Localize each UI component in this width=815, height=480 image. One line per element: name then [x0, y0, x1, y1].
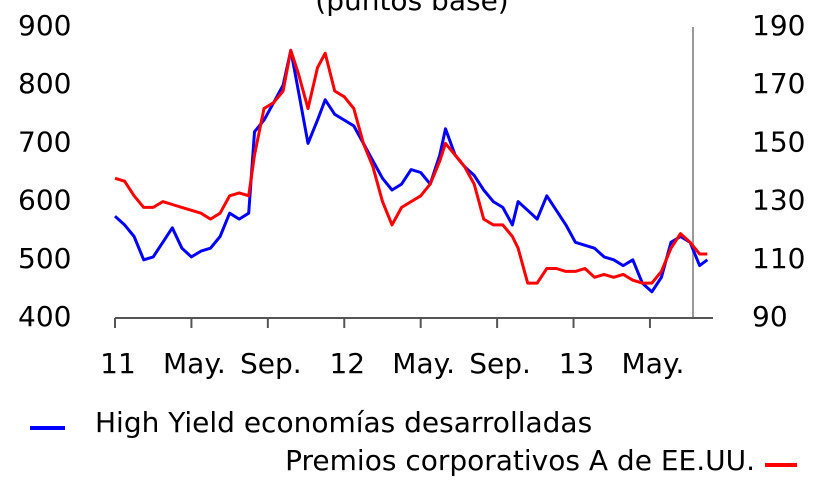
y-tick-label: 500: [18, 242, 71, 275]
x-tick-label: May.: [392, 347, 455, 380]
chart-subtitle: (puntos base): [315, 0, 508, 17]
x-tick-label: 12: [329, 347, 365, 380]
x-tick-label: May.: [622, 347, 685, 380]
x-tick-label: Sep.: [469, 347, 531, 380]
y-tick-label: 900: [18, 9, 71, 42]
legend-label: Premios corporativos A de EE.UU.: [285, 444, 755, 477]
y2-tick-label: 170: [752, 67, 805, 100]
x-tick-label: May.: [163, 347, 226, 380]
y2-tick-label: 150: [752, 125, 805, 158]
series-line: [114, 48, 708, 285]
x-tick-label: 11: [100, 347, 136, 380]
y2-tick-label: 130: [752, 184, 805, 217]
y2-tick-label: 90: [752, 300, 788, 333]
y-tick-label: 700: [18, 125, 71, 158]
y2-tick-label: 110: [752, 242, 805, 275]
y2-tick-label: 190: [752, 9, 805, 42]
x-tick-label: 13: [559, 347, 595, 380]
series-line: [113, 48, 709, 294]
legend-label: High Yield economías desarrolladas: [95, 406, 592, 439]
x-tick-label: Sep.: [240, 347, 302, 380]
y-tick-label: 600: [18, 184, 71, 217]
y-tick-label: 800: [18, 67, 71, 100]
y-tick-label: 400: [18, 300, 71, 333]
